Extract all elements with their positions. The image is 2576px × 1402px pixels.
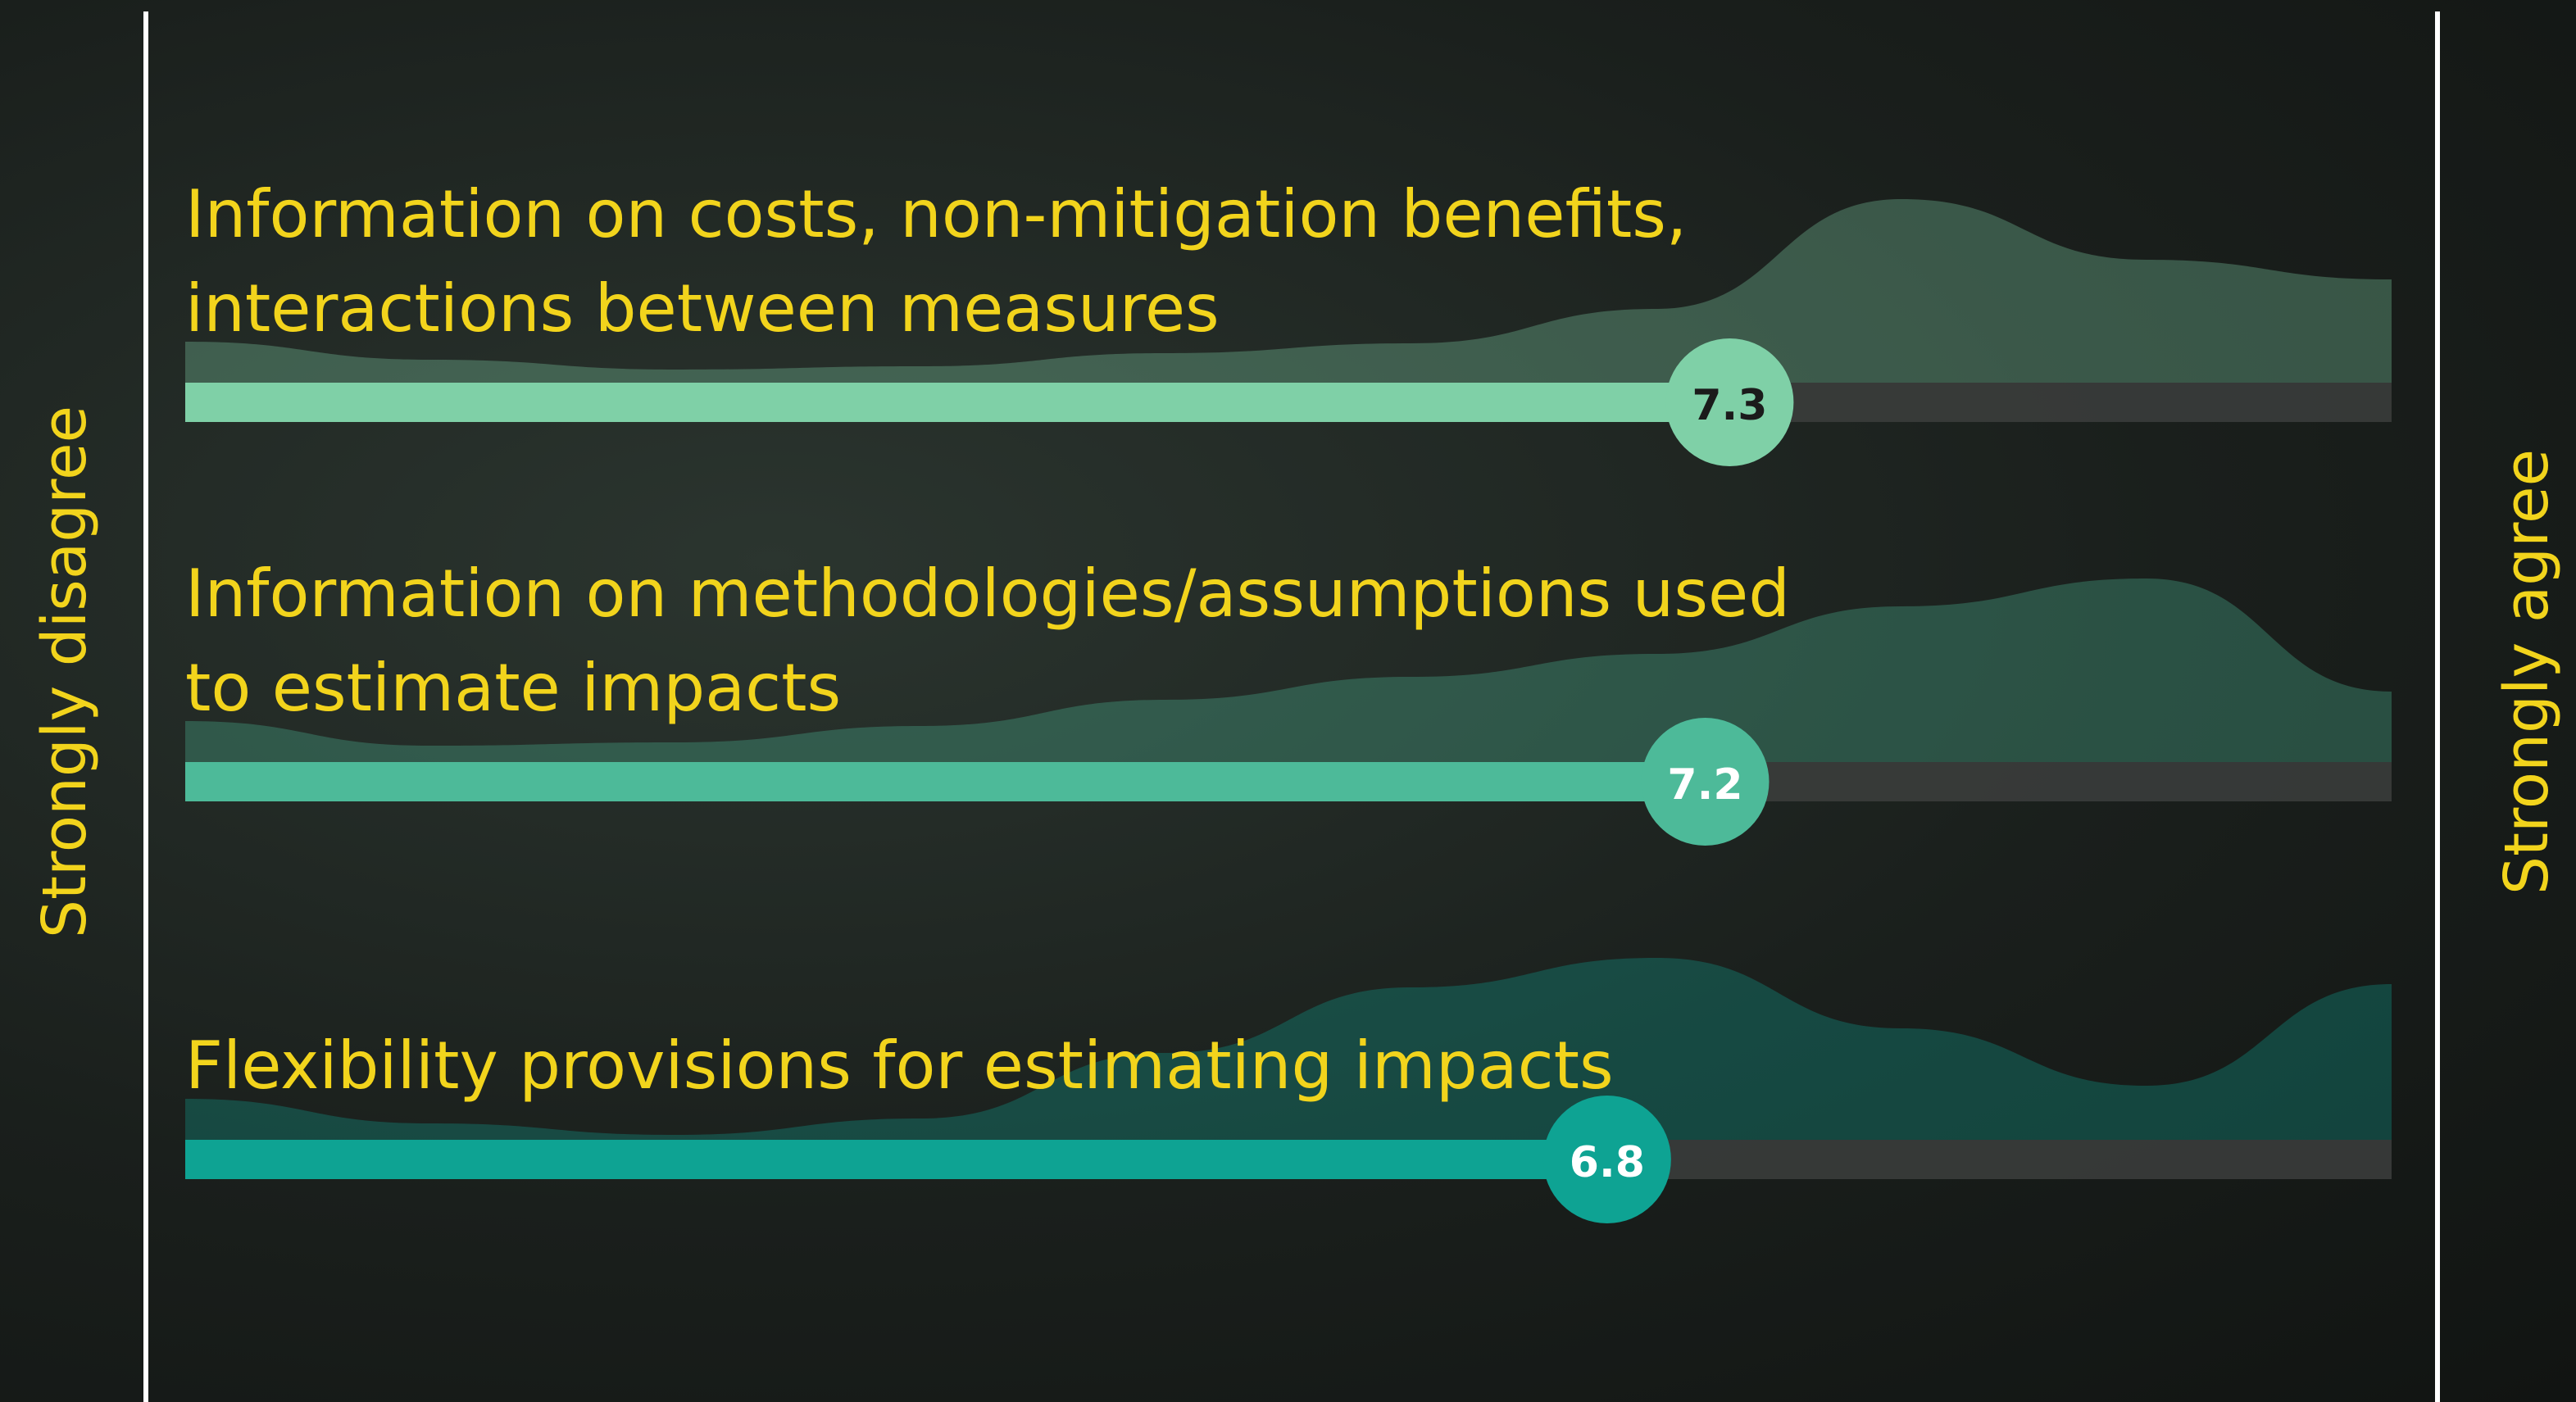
value-label: 7.3 bbox=[1692, 381, 1767, 430]
bar bbox=[185, 1140, 1607, 1179]
right-label: Strongly agree bbox=[2492, 449, 2562, 895]
bar bbox=[185, 762, 1705, 801]
value-label: 6.8 bbox=[1570, 1138, 1645, 1187]
category-label: to estimate impacts bbox=[185, 650, 841, 726]
value-label: 7.2 bbox=[1667, 760, 1742, 810]
category-label: interactions between measures bbox=[185, 270, 1220, 347]
chart: Strongly disagree Strongly agree 7.3 Info… bbox=[0, 0, 2576, 1402]
bar bbox=[185, 383, 1729, 422]
left-label: Strongly disagree bbox=[30, 406, 100, 938]
page: Strongly disagree Strongly agree 7.3 Info… bbox=[0, 0, 2576, 1402]
category-label: Information on costs, non-mitigation ben… bbox=[185, 176, 1687, 252]
category-label: Flexibility provisions for estimating im… bbox=[185, 1028, 1614, 1104]
category-label: Information on methodologies/assumptions… bbox=[185, 556, 1790, 632]
